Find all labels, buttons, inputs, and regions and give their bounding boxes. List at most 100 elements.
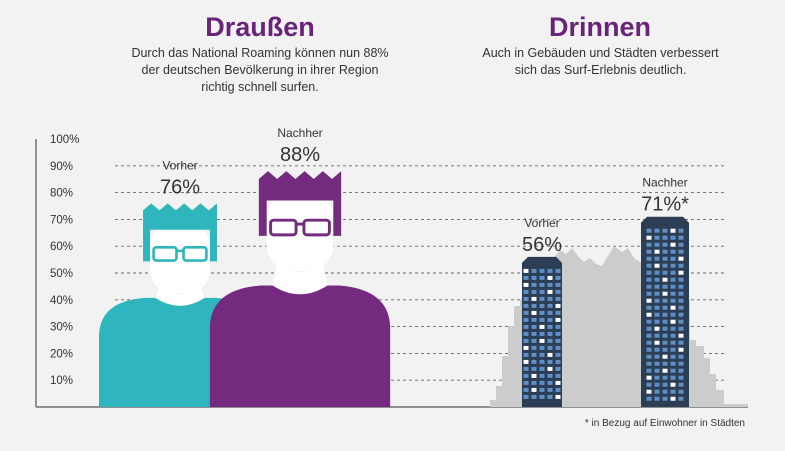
building-window	[539, 275, 545, 280]
building-window	[547, 338, 553, 343]
building-window	[523, 387, 529, 392]
building-window	[670, 263, 676, 268]
y-tick-label: 40%	[50, 295, 73, 307]
building-window	[662, 375, 668, 380]
y-tick-label: 20%	[50, 348, 73, 360]
building-window	[547, 275, 553, 280]
building-window	[531, 394, 537, 399]
building-window	[654, 277, 660, 282]
building-window	[555, 282, 561, 287]
building-window	[670, 340, 676, 345]
building-window	[670, 249, 676, 254]
building-window	[523, 331, 529, 336]
building-window	[539, 282, 545, 287]
building-window	[523, 282, 529, 287]
bar-value-label: 71%*	[641, 194, 689, 216]
building-window	[654, 382, 660, 387]
building-window	[670, 354, 676, 359]
building-window	[654, 319, 660, 324]
building-window	[670, 396, 676, 401]
footnote: * in Bezug auf Einwohner in Städten	[584, 418, 745, 429]
building-window	[531, 352, 537, 357]
building-window	[654, 235, 660, 240]
building-window	[539, 366, 545, 371]
building-window	[539, 345, 545, 350]
building-window	[654, 368, 660, 373]
building-window	[678, 319, 684, 324]
building-window	[662, 361, 668, 366]
building-window	[646, 389, 652, 394]
building-window	[670, 389, 676, 394]
bar-category-label: Nachher	[277, 126, 322, 140]
building-window	[646, 284, 652, 289]
building-window	[678, 396, 684, 401]
building-window	[555, 289, 561, 294]
building-window	[555, 310, 561, 315]
person-hair	[143, 203, 217, 262]
building-window	[662, 242, 668, 247]
building-window	[662, 319, 668, 324]
building-window	[523, 352, 529, 357]
building-window	[539, 289, 545, 294]
building-window	[555, 275, 561, 280]
building-window	[662, 228, 668, 233]
building-window	[678, 235, 684, 240]
building-window	[670, 270, 676, 275]
building-window	[678, 382, 684, 387]
y-tick-label: 60%	[50, 241, 73, 253]
building-window	[539, 352, 545, 357]
building-window	[547, 345, 553, 350]
indoor-subtitle-line: sich das Surf-Erlebnis deutlich.	[514, 63, 687, 77]
y-tick-label: 80%	[50, 188, 73, 200]
building-window	[662, 284, 668, 289]
building-window	[678, 389, 684, 394]
glasses-lens-right	[302, 218, 331, 237]
building-window	[547, 387, 553, 392]
building-window	[678, 263, 684, 268]
building-window	[654, 249, 660, 254]
building-window	[539, 380, 545, 385]
building-window	[662, 298, 668, 303]
building-window	[678, 242, 684, 247]
bar-category-label: Vorher	[524, 216, 559, 230]
building-window	[662, 347, 668, 352]
glasses-lens-right	[182, 246, 208, 262]
person-hair	[258, 171, 342, 236]
bar-value-label: 76%	[160, 176, 200, 198]
y-tick-label: 90%	[50, 161, 73, 173]
building-window	[654, 312, 660, 317]
building-window	[670, 326, 676, 331]
building-window	[654, 256, 660, 261]
building-window	[547, 380, 553, 385]
building-window	[646, 305, 652, 310]
person-neck	[272, 265, 328, 295]
building-window	[531, 275, 537, 280]
building-window	[670, 319, 676, 324]
building-window	[539, 373, 545, 378]
building-window	[646, 235, 652, 240]
building-window	[539, 331, 545, 336]
building-window	[678, 340, 684, 345]
building-window	[555, 366, 561, 371]
building-window	[654, 284, 660, 289]
building-window	[523, 310, 529, 315]
building-window	[531, 359, 537, 364]
building-window	[547, 289, 553, 294]
building-window	[670, 235, 676, 240]
person-purple-icon	[209, 171, 391, 407]
building-window	[670, 284, 676, 289]
building-window	[646, 396, 652, 401]
building-window	[531, 310, 537, 315]
y-tick-label: 50%	[50, 268, 73, 280]
building-window	[539, 387, 545, 392]
building-window	[678, 375, 684, 380]
building-window	[531, 317, 537, 322]
building-window	[523, 317, 529, 322]
building-window	[531, 338, 537, 343]
person-face	[266, 192, 334, 272]
building-window	[662, 389, 668, 394]
building-window	[678, 354, 684, 359]
building-window	[547, 310, 553, 315]
building-window	[678, 277, 684, 282]
